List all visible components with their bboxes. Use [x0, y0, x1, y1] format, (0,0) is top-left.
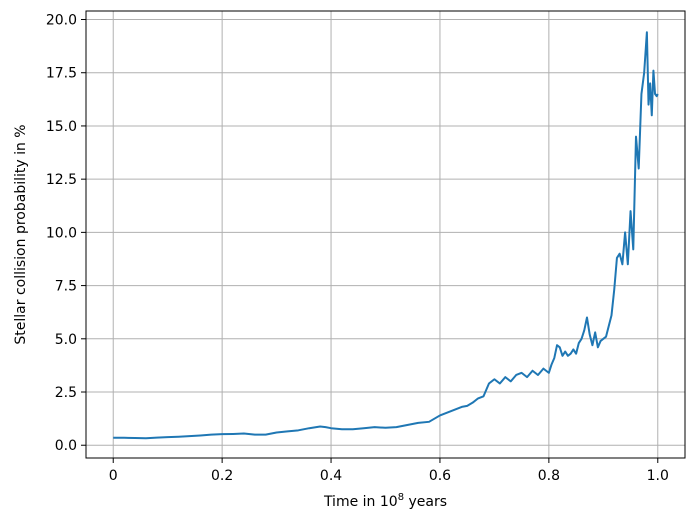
x-tick-label: 0.4: [320, 468, 342, 484]
x-tick-label: 1.0: [647, 468, 669, 484]
y-tick-label: 0.0: [55, 438, 77, 454]
x-tick-label: 0.2: [211, 468, 233, 484]
y-tick-label: 2.5: [55, 385, 77, 401]
plot-frame: [85, 10, 686, 459]
grid: [86, 11, 685, 458]
x-axis-label-main: Time in 10: [323, 494, 398, 510]
y-tick-label: 15.0: [46, 119, 77, 135]
x-tick-label: 0.8: [538, 468, 560, 484]
x-axis-label-suffix: years: [404, 494, 447, 510]
y-axis-label: Stellar collision probability in %: [13, 124, 29, 344]
y-tick-label: 5.0: [55, 332, 77, 348]
line-layer: [113, 31, 659, 440]
y-tick-label: 20.0: [46, 13, 77, 29]
x-tick-label: 0.6: [429, 468, 451, 484]
x-axis-label: Time in 108 years: [323, 492, 447, 510]
series-line: [113, 31, 659, 440]
ticks: 0 0.2 0.4 0.6 0.8 1.0 0.0 2.5 5.0 7.5 10.0 12.5 15.0…: [46, 13, 669, 484]
y-tick-label: 7.5: [55, 279, 77, 295]
y-tick-label: 10.0: [46, 225, 77, 241]
x-axis-label-exponent: 8: [398, 492, 404, 503]
y-tick-label: 17.5: [46, 66, 77, 82]
x-tick-label: 0: [109, 468, 118, 484]
y-tick-label: 12.5: [46, 172, 77, 188]
